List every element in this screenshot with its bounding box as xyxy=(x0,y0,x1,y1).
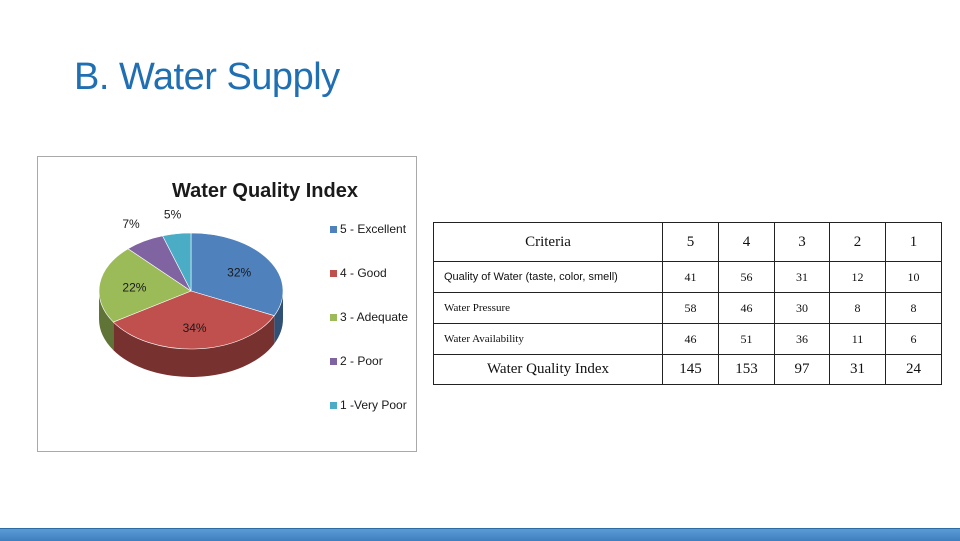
pie-chart-frame: Water Quality Index 32% 34% 22% 7% 5% 5 - Exce… xyxy=(37,156,417,452)
table-cell: 12 xyxy=(829,261,886,293)
legend-swatch-3 xyxy=(330,358,337,365)
header-score-2: 2 xyxy=(829,222,886,262)
table-cell: 36 xyxy=(774,323,830,355)
pie-side-1 xyxy=(113,315,275,377)
table-total-cell: 145 xyxy=(662,354,719,385)
pie-data-label-0: 32% xyxy=(227,266,251,280)
table-row: Quality of Water (taste, color, smell) 4… xyxy=(433,261,942,293)
table-cell: 41 xyxy=(662,261,719,293)
table-cell: 58 xyxy=(662,292,719,324)
table-cell: 8 xyxy=(829,292,886,324)
table-total-cell: 97 xyxy=(774,354,830,385)
table-cell: 11 xyxy=(829,323,886,355)
pie-slice-0 xyxy=(190,232,284,317)
table-cell: 30 xyxy=(774,292,830,324)
pie-data-label-2: 22% xyxy=(122,280,146,294)
legend-label-1: 4 - Good xyxy=(340,266,387,280)
row-criteria: Quality of Water (taste, color, smell) xyxy=(433,261,663,293)
pie-slice-2 xyxy=(98,248,192,323)
slide-title: B. Water Supply xyxy=(74,56,340,98)
legend-label-2: 3 - Adequate xyxy=(340,310,408,324)
legend-swatch-0 xyxy=(330,226,337,233)
table-cell: 31 xyxy=(774,261,830,293)
table-totals-row: Water Quality Index 145 153 97 31 24 xyxy=(433,354,942,385)
water-quality-table: Criteria 5 4 3 2 1 Quality of Water (tas… xyxy=(433,222,942,385)
table-cell: 56 xyxy=(718,261,775,293)
water-quality-table-wrap: Criteria 5 4 3 2 1 Quality of Water (tas… xyxy=(433,222,942,385)
pie-chart: Water Quality Index 32% 34% 22% 7% 5% 5 - Exce… xyxy=(98,180,408,412)
row-criteria: Water Pressure xyxy=(433,292,663,324)
legend-swatch-4 xyxy=(330,402,337,409)
header-score-3: 3 xyxy=(774,222,830,262)
pie-slice-4 xyxy=(162,232,192,292)
legend-label-0: 5 - Excellent xyxy=(340,222,407,236)
table-cell: 51 xyxy=(718,323,775,355)
legend-label-3: 2 - Poor xyxy=(340,354,383,368)
table-cell: 10 xyxy=(885,261,942,293)
table-total-cell: 153 xyxy=(718,354,775,385)
table-cell: 6 xyxy=(885,323,942,355)
totals-label: Water Quality Index xyxy=(433,354,663,385)
table-row: Water Availability 46 51 36 11 6 xyxy=(433,323,942,355)
table-row: Water Pressure 58 46 30 8 8 xyxy=(433,292,942,324)
table-header-row: Criteria 5 4 3 2 1 xyxy=(433,222,942,262)
pie-data-label-3: 7% xyxy=(122,217,140,231)
header-score-4: 4 xyxy=(718,222,775,262)
chart-title: Water Quality Index xyxy=(172,180,358,202)
table-cell: 46 xyxy=(718,292,775,324)
pie-data-label-4: 5% xyxy=(164,208,182,222)
table-total-cell: 31 xyxy=(829,354,886,385)
table-cell: 46 xyxy=(662,323,719,355)
pie-slice-1 xyxy=(112,290,275,350)
row-criteria: Water Availability xyxy=(433,323,663,355)
header-score-5: 5 xyxy=(662,222,719,262)
legend-swatch-1 xyxy=(330,270,337,277)
header-criteria: Criteria xyxy=(433,222,663,262)
pie-side-2 xyxy=(99,291,114,351)
legend-swatch-2 xyxy=(330,314,337,321)
header-score-1: 1 xyxy=(885,222,942,262)
footer-bar xyxy=(0,528,960,541)
legend-label-4: 1 -Very Poor xyxy=(340,398,407,412)
table-cell: 8 xyxy=(885,292,942,324)
pie-data-label-1: 34% xyxy=(183,321,207,335)
table-total-cell: 24 xyxy=(885,354,942,385)
